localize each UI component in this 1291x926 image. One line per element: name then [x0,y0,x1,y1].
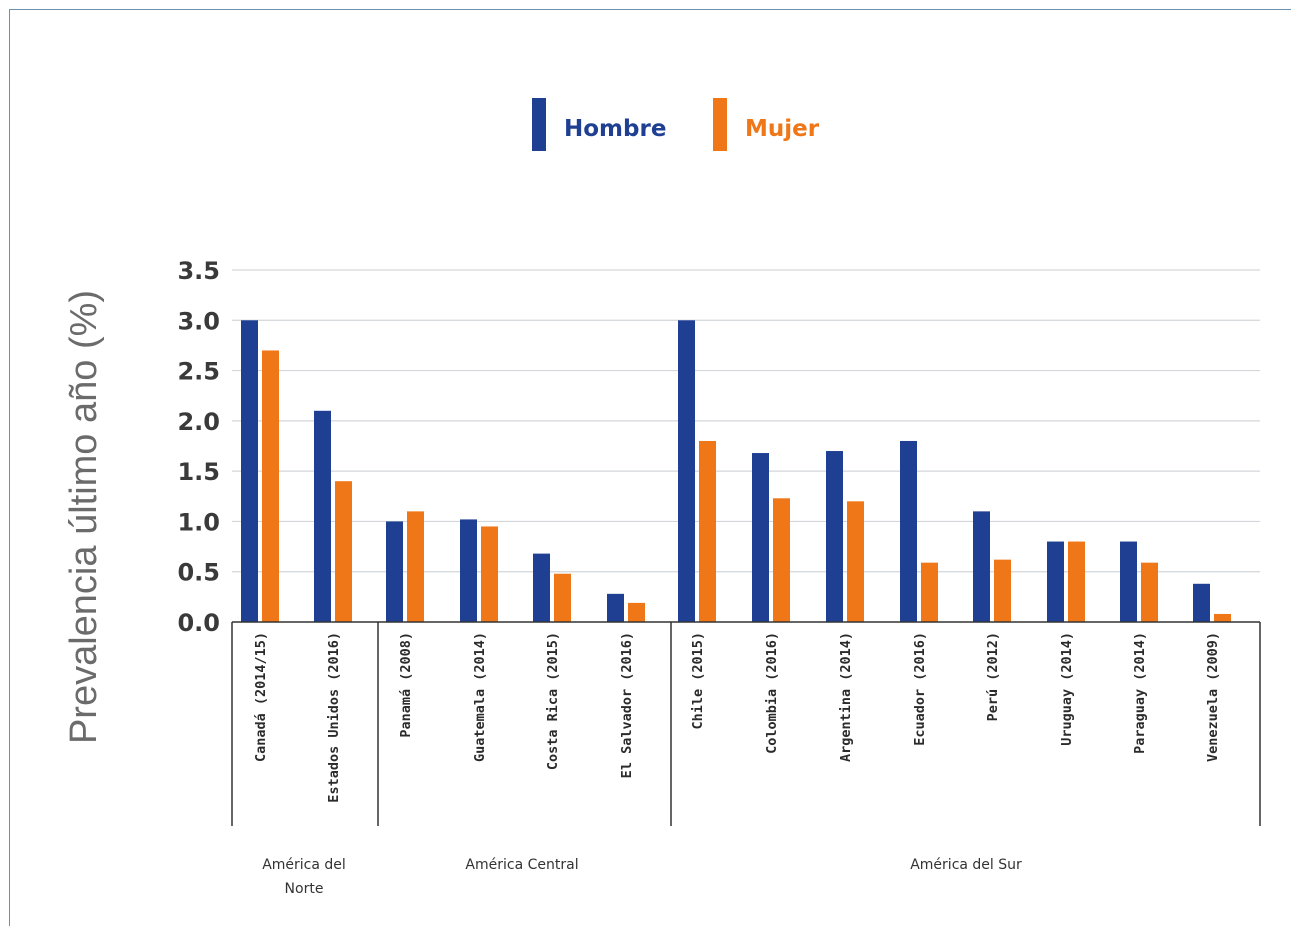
group-label: América del [262,857,346,873]
x-category-label: Venezuela (2009) [1205,632,1221,762]
group-label: América del Sur [910,857,1022,873]
legend-label-mujer: Mujer [745,116,820,142]
y-axis-ticks: 0.0 0.5 1.0 1.5 2.0 2.5 3.0 3.5 [177,257,220,637]
x-axis [231,621,1261,826]
bar-hombre [314,410,331,622]
bar-mujer [481,526,498,622]
group-label: Norte [285,881,324,897]
bars [241,320,1231,622]
bar-mujer [335,481,352,622]
legend-label-hombre: Hombre [564,116,666,142]
bar-hombre [826,451,843,622]
bar-mujer [994,559,1011,622]
legend: Hombre Mujer [532,98,820,151]
group-label: América Central [465,857,578,873]
bar-mujer [773,498,790,622]
x-category-label: Perú (2012) [985,632,1001,721]
y-tick-label: 3.0 [177,307,220,335]
bar-hombre [607,593,624,622]
bar-hombre [386,521,403,622]
y-tick-label: 1.0 [177,508,220,536]
y-tick-label: 1.5 [177,458,220,486]
legend-swatch-hombre [532,98,546,151]
bar-mujer [1141,562,1158,622]
bar-mujer [921,562,938,622]
x-category-label: Chile (2015) [690,632,706,730]
bar-mujer [1068,541,1085,622]
bar-mujer [554,573,571,622]
bar-hombre [1047,541,1064,622]
x-category-label: Estados Unidos (2016) [326,632,342,803]
bar-hombre [1120,541,1137,622]
x-category-label: Colombia (2016) [764,632,780,754]
x-category-label: Uruguay (2014) [1059,632,1075,746]
y-axis-label: Prevalencia último año (%) [63,290,105,744]
x-category-label: Guatemala (2014) [472,632,488,762]
x-category-label: Canadá (2014/15) [253,632,269,762]
x-category-label: El Salvador (2016) [619,632,635,778]
bar-mujer [628,602,645,622]
bar-hombre [533,553,550,622]
bar-mujer [699,440,716,622]
bar-hombre [241,320,258,622]
x-category-label: Ecuador (2016) [912,632,928,746]
x-axis-category-labels: Canadá (2014/15) Estados Unidos (2016) Pan… [253,632,1221,803]
x-axis-group-labels: América del Norte América Central América d… [262,857,1022,897]
bar-mujer [1214,613,1231,622]
x-category-label: Panamá (2008) [398,632,414,738]
gridlines [232,269,1260,573]
bar-hombre [973,511,990,622]
x-category-label: Argentina (2014) [838,632,854,762]
bar-hombre [1193,583,1210,622]
bar-hombre [678,320,695,622]
y-tick-label: 0.5 [177,559,220,587]
y-tick-label: 3.5 [177,257,220,285]
bar-mujer [407,511,424,622]
y-tick-label: 2.0 [177,408,220,436]
y-tick-label: 0.0 [177,609,220,637]
bar-mujer [847,501,864,622]
chart-frame [9,9,1291,926]
x-category-label: Costa Rica (2015) [545,632,561,770]
bar-hombre [752,453,769,622]
legend-swatch-mujer [713,98,727,151]
y-tick-label: 2.5 [177,358,220,386]
x-category-label: Paraguay (2014) [1132,632,1148,754]
bar-hombre [900,440,917,622]
bar-hombre [460,519,477,622]
bar-mujer [262,350,279,622]
